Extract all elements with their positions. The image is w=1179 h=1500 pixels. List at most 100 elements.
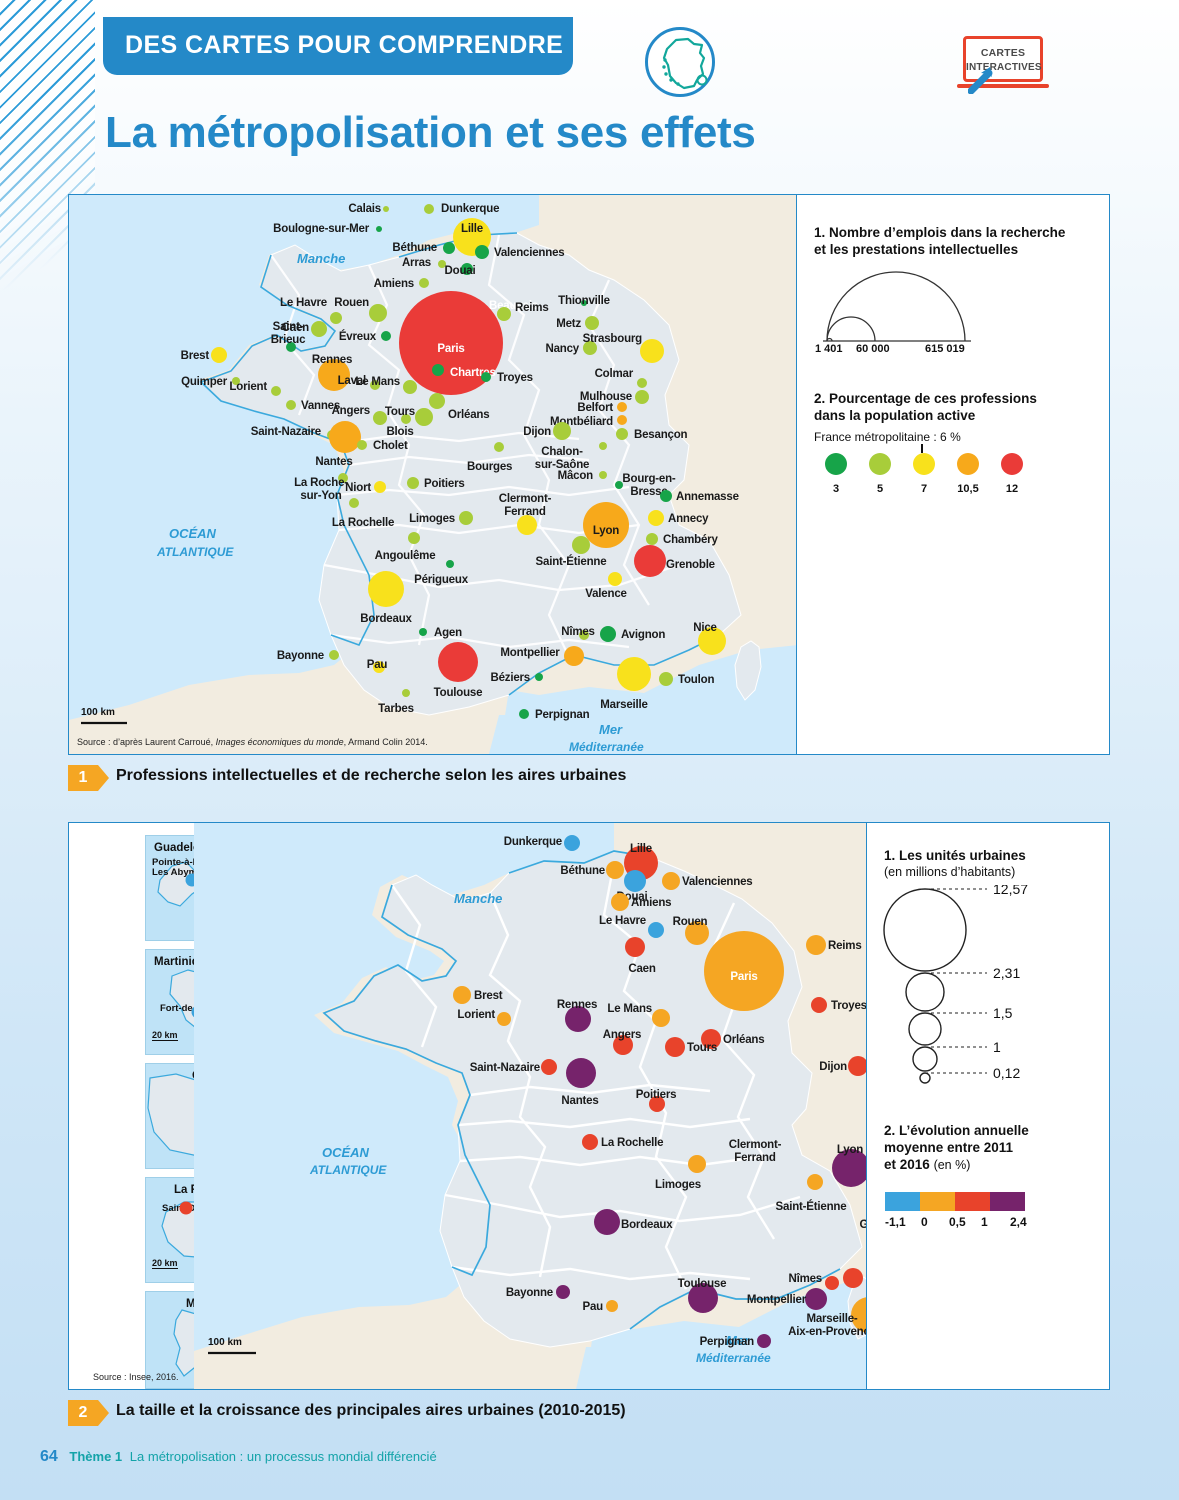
city-marker[interactable] (429, 393, 445, 409)
city-marker[interactable] (329, 650, 339, 660)
city-marker[interactable] (432, 364, 444, 376)
city-marker[interactable] (685, 921, 709, 945)
city-marker[interactable] (652, 1009, 670, 1027)
city-marker[interactable] (806, 935, 826, 955)
city-marker[interactable] (688, 1155, 706, 1173)
city-marker[interactable] (662, 872, 680, 890)
city-marker[interactable] (617, 415, 627, 425)
city-marker[interactable] (688, 1283, 718, 1313)
city-marker[interactable] (564, 835, 580, 851)
city-marker[interactable] (565, 1006, 591, 1032)
city-marker[interactable] (446, 560, 454, 568)
city-marker[interactable] (634, 545, 666, 577)
city-marker[interactable] (232, 377, 240, 385)
city-marker[interactable] (438, 260, 446, 268)
city-marker[interactable] (640, 339, 664, 363)
city-marker[interactable] (566, 1058, 596, 1088)
city-marker[interactable] (368, 571, 404, 607)
city-marker[interactable] (349, 498, 359, 508)
city-marker[interactable] (649, 1096, 665, 1112)
city-marker[interactable] (615, 481, 623, 489)
city-marker[interactable] (419, 628, 427, 636)
map-1-canvas[interactable]: 100 km Manche OCÉAN ATLANTIQUE Mer Méditerra… (69, 195, 796, 754)
city-marker[interactable] (625, 937, 645, 957)
city-marker[interactable] (329, 421, 361, 453)
city-marker[interactable] (403, 380, 417, 394)
city-marker[interactable] (613, 1035, 633, 1055)
city-marker[interactable] (370, 380, 380, 390)
inset-city-marker[interactable] (179, 1201, 193, 1215)
city-marker[interactable] (407, 477, 419, 489)
city-marker[interactable] (556, 1285, 570, 1299)
city-marker[interactable] (535, 673, 543, 681)
city-marker[interactable] (373, 661, 385, 673)
city-marker[interactable] (585, 316, 599, 330)
city-marker[interactable] (494, 442, 504, 452)
city-marker[interactable] (373, 411, 387, 425)
city-marker[interactable] (599, 442, 607, 450)
city-marker[interactable] (606, 861, 624, 879)
city-marker[interactable] (459, 511, 473, 525)
city-marker[interactable] (805, 1288, 827, 1310)
city-marker[interactable] (659, 672, 673, 686)
city-marker[interactable] (648, 510, 664, 526)
city-marker[interactable] (338, 473, 348, 483)
city-marker[interactable] (553, 422, 571, 440)
city-marker[interactable] (701, 1029, 721, 1049)
city-marker[interactable] (564, 646, 584, 666)
city-marker[interactable] (519, 709, 529, 719)
city-marker[interactable] (616, 428, 628, 440)
city-marker[interactable] (646, 533, 658, 545)
city-marker[interactable] (357, 440, 367, 450)
city-marker[interactable] (415, 408, 433, 426)
city-marker[interactable] (665, 1037, 685, 1057)
city-marker[interactable] (383, 206, 389, 212)
city-marker[interactable] (608, 572, 622, 586)
city-marker[interactable] (843, 1268, 863, 1288)
city-marker[interactable] (438, 642, 478, 682)
city-marker[interactable] (517, 515, 537, 535)
city-marker[interactable] (579, 630, 589, 640)
city-marker[interactable] (811, 997, 827, 1013)
city-marker[interactable] (582, 1134, 598, 1150)
city-marker[interactable] (376, 226, 382, 232)
city-marker[interactable] (704, 931, 784, 1011)
city-marker[interactable] (402, 689, 410, 697)
city-marker[interactable] (617, 402, 627, 412)
city-marker[interactable] (541, 1059, 557, 1075)
city-marker[interactable] (848, 1056, 866, 1076)
city-marker[interactable] (311, 321, 327, 337)
city-marker[interactable] (594, 1209, 620, 1235)
city-marker[interactable] (481, 372, 491, 382)
city-marker[interactable] (635, 390, 649, 404)
cartes-interactives-badge[interactable]: CARTES INTERACTIVES (963, 36, 1043, 82)
city-marker[interactable] (583, 341, 597, 355)
city-marker[interactable] (832, 1149, 866, 1187)
city-marker[interactable] (660, 490, 672, 502)
city-marker[interactable] (637, 378, 647, 388)
city-marker[interactable] (453, 986, 471, 1004)
city-marker[interactable] (572, 536, 590, 554)
city-marker[interactable] (648, 922, 664, 938)
city-marker[interactable] (318, 359, 350, 391)
city-marker[interactable] (606, 1300, 618, 1312)
city-marker[interactable] (599, 471, 607, 479)
city-marker[interactable] (497, 1012, 511, 1026)
city-marker[interactable] (286, 400, 296, 410)
city-marker[interactable] (330, 312, 342, 324)
city-marker[interactable] (461, 263, 473, 275)
city-marker[interactable] (369, 304, 387, 322)
city-marker[interactable] (698, 627, 726, 655)
city-marker[interactable] (617, 657, 651, 691)
city-marker[interactable] (374, 481, 386, 493)
city-marker[interactable] (271, 386, 281, 396)
city-marker[interactable] (401, 414, 411, 424)
city-marker[interactable] (475, 245, 489, 259)
city-marker[interactable] (851, 1297, 866, 1333)
city-marker[interactable] (807, 1174, 823, 1190)
city-marker[interactable] (419, 278, 429, 288)
city-marker[interactable] (497, 307, 511, 321)
city-marker[interactable] (381, 331, 391, 341)
city-marker[interactable] (600, 626, 616, 642)
city-marker[interactable] (624, 870, 646, 892)
